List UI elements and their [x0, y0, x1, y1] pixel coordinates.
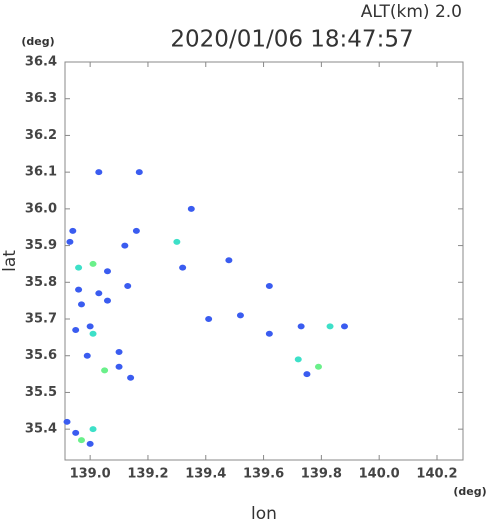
x-tick-label: 139.6	[243, 467, 284, 482]
echo-cell	[101, 367, 109, 374]
echo-cell	[303, 371, 311, 378]
echo-cell	[127, 374, 135, 381]
echo-cell	[340, 323, 348, 330]
x-tick-label: 139.0	[70, 467, 111, 482]
y-tick-label: 35.5	[25, 385, 57, 400]
echo-cell	[95, 290, 103, 297]
y-tick-label: 35.7	[25, 312, 57, 327]
y-tick-label: 36.3	[25, 91, 57, 106]
x-tick-label: 140.2	[416, 467, 457, 482]
y-tick-label: 36.1	[25, 165, 57, 180]
x-tick-label: 139.4	[185, 467, 226, 482]
echo-cell	[326, 323, 334, 330]
y-tick-label: 36.4	[25, 55, 57, 70]
echo-cell	[173, 238, 181, 245]
y-unit: (deg)	[21, 35, 54, 48]
chart-title: 2020/01/06 18:47:57	[170, 27, 413, 53]
x-unit: (deg)	[453, 485, 486, 498]
echo-cell	[205, 316, 213, 323]
echo-cell	[314, 363, 322, 370]
plot-frame	[64, 61, 464, 461]
echo-cell	[103, 268, 111, 275]
echo-cell	[86, 440, 94, 447]
echo-cell	[115, 349, 123, 356]
echo-cell	[72, 429, 80, 436]
echo-cell	[89, 426, 97, 433]
echo-cell	[77, 437, 85, 444]
y-axis-label: lat	[0, 250, 20, 272]
echo-cell	[115, 363, 123, 370]
x-tick-label: 140.0	[359, 467, 400, 482]
y-tick-label: 36.2	[25, 128, 57, 143]
echo-cell	[66, 238, 74, 245]
echo-cell	[75, 286, 83, 293]
y-tick-label: 35.9	[25, 238, 57, 253]
x-tick-label: 139.2	[127, 467, 168, 482]
echo-cell	[63, 418, 71, 425]
echo-cell	[77, 301, 85, 308]
y-tick-label: 35.6	[25, 348, 57, 363]
echo-cell	[69, 227, 77, 234]
echo-cell	[83, 352, 91, 359]
echo-cell	[179, 264, 187, 271]
echo-cell	[95, 169, 103, 176]
echo-cell	[265, 282, 273, 289]
y-tick-label: 35.4	[25, 422, 57, 437]
echo-cell	[187, 205, 195, 212]
echo-cell	[124, 282, 132, 289]
echo-cell	[89, 260, 97, 267]
echo-cell	[236, 312, 244, 319]
echo-cell	[265, 330, 273, 337]
x-axis-label: lon	[251, 504, 277, 521]
echo-cell	[297, 323, 305, 330]
echo-cell	[294, 356, 302, 363]
echo-cell	[103, 297, 111, 304]
echo-cell	[121, 242, 129, 249]
echo-cell	[86, 323, 94, 330]
altitude-label: ALT(km) 2.0	[361, 2, 462, 22]
echo-cell	[72, 327, 80, 334]
echo-cell	[225, 257, 233, 264]
y-tick-label: 35.8	[25, 275, 57, 290]
echo-cell	[132, 227, 140, 234]
echo-cell	[89, 330, 97, 337]
x-tick-label: 139.8	[301, 467, 342, 482]
echo-cell	[135, 169, 143, 176]
y-tick-label: 36.0	[25, 201, 57, 216]
echo-cell	[75, 264, 83, 271]
